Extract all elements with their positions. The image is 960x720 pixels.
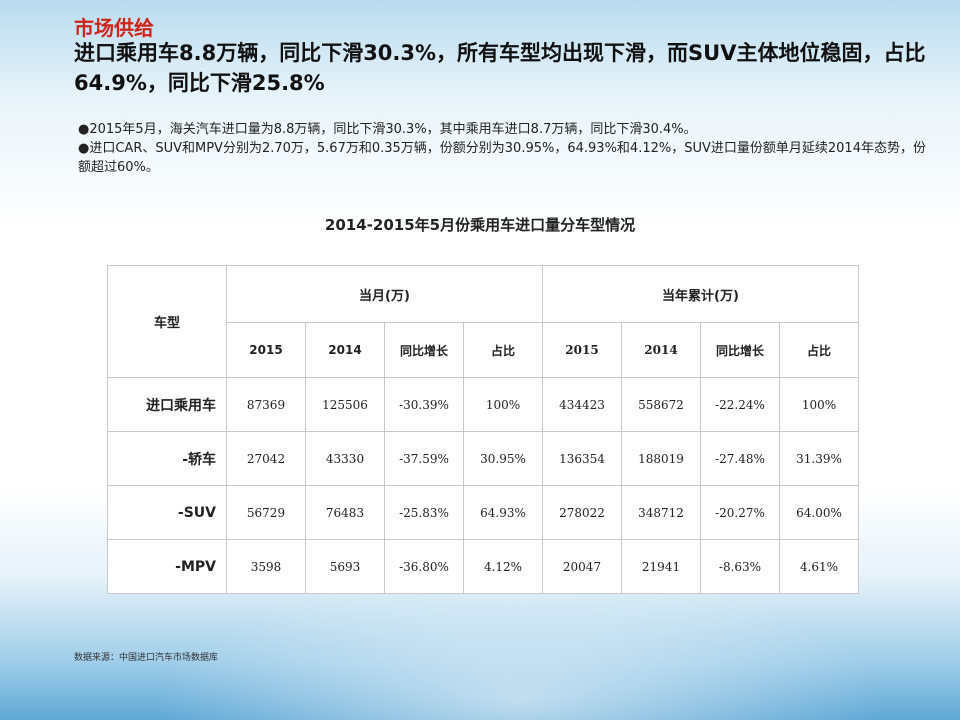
table-header-row: 车型 当月(万) 当年累计(万): [107, 265, 859, 378]
table-cell: 56729: [226, 485, 306, 540]
table-cell: -25.83%: [384, 485, 464, 540]
table-cell: -22.24%: [700, 377, 780, 432]
subheader-cell: 同比增长: [700, 322, 780, 378]
table-cell: 76483: [305, 485, 385, 540]
data-source-note: 数据来源：中国进口汽车市场数据库: [74, 653, 219, 663]
table-cell: 278022: [542, 485, 622, 540]
bullet-item: ●进口CAR、SUV和MPV分别为2.70万，5.67万和0.35万辆，份额分别…: [78, 141, 926, 175]
table-cell: 31.39%: [779, 431, 859, 486]
table-row: 进口乘用车 87369 125506 -30.39% 100% 434423 5…: [107, 377, 859, 432]
table-cell: 136354: [542, 431, 622, 486]
headline: 进口乘用车8.8万辆，同比下滑30.3%，所有车型均出现下滑，而SUV主体地位稳…: [74, 41, 926, 95]
table-cell: 27042: [226, 431, 306, 486]
table-cell: 43330: [305, 431, 385, 486]
table-cell: -37.59%: [384, 431, 464, 486]
subheader-cell: 2015: [542, 322, 622, 378]
table-cell: -36.80%: [384, 539, 464, 594]
row-label: -SUV: [107, 485, 227, 540]
subheader-cell: 占比: [463, 322, 543, 378]
table-cell: 4.12%: [463, 539, 543, 594]
table-cell: 348712: [621, 485, 701, 540]
section-title: 市场供给: [74, 16, 154, 40]
table-cell: 100%: [463, 377, 543, 432]
table-cell: 5693: [305, 539, 385, 594]
table-row: -SUV 56729 76483 -25.83% 64.93% 278022 3…: [107, 485, 859, 540]
table-cell: 188019: [621, 431, 701, 486]
subheader-cell: 2015: [226, 322, 306, 378]
table-cell: 21941: [621, 539, 701, 594]
subheader-cell: 2014: [305, 322, 385, 378]
table-cell: 4.61%: [779, 539, 859, 594]
table-cell: 100%: [779, 377, 859, 432]
table-cell: 3598: [226, 539, 306, 594]
table-cell: 87369: [226, 377, 306, 432]
subheader-cell: 2014: [621, 322, 701, 378]
import-volume-table: 车型 当月(万) 当年累计(万) 2015 2014 同比增长 占比 2015 …: [107, 265, 859, 594]
table-cell: 20047: [542, 539, 622, 594]
table-cell: -30.39%: [384, 377, 464, 432]
row-label: 进口乘用车: [107, 377, 227, 432]
table-subheader-row: 2015 2014 同比增长 占比 2015 2014 同比增长 占比: [108, 322, 859, 378]
table-cell: 64.00%: [779, 485, 859, 540]
table-cell: 434423: [542, 377, 622, 432]
header-model: 车型: [107, 265, 227, 378]
bullet-list: ●2015年5月，海关汽车进口量为8.8万辆，同比下滑30.3%，其中乘用车进口…: [78, 120, 938, 177]
table-row: -轿车 27042 43330 -37.59% 30.95% 136354 18…: [107, 431, 859, 486]
table-cell: 30.95%: [463, 431, 543, 486]
table-row: -MPV 3598 5693 -36.80% 4.12% 20047 21941…: [107, 539, 859, 594]
table-cell: -8.63%: [700, 539, 780, 594]
row-label: -MPV: [107, 539, 227, 594]
header-year-to-date: 当年累计(万): [542, 265, 859, 323]
table-title: 2014-2015年5月份乘用车进口量分车型情况: [324, 216, 636, 234]
table-cell: 64.93%: [463, 485, 543, 540]
subheader-cell: 同比增长: [384, 322, 464, 378]
row-label: -轿车: [107, 431, 227, 486]
header-current-month: 当月(万): [226, 265, 543, 323]
bullet-item: ●2015年5月，海关汽车进口量为8.8万辆，同比下滑30.3%，其中乘用车进口…: [78, 122, 697, 137]
table-cell: 558672: [621, 377, 701, 432]
table-cell: -20.27%: [700, 485, 780, 540]
table-cell: 125506: [305, 377, 385, 432]
table-cell: -27.48%: [700, 431, 780, 486]
subheader-cell: 占比: [779, 322, 859, 378]
